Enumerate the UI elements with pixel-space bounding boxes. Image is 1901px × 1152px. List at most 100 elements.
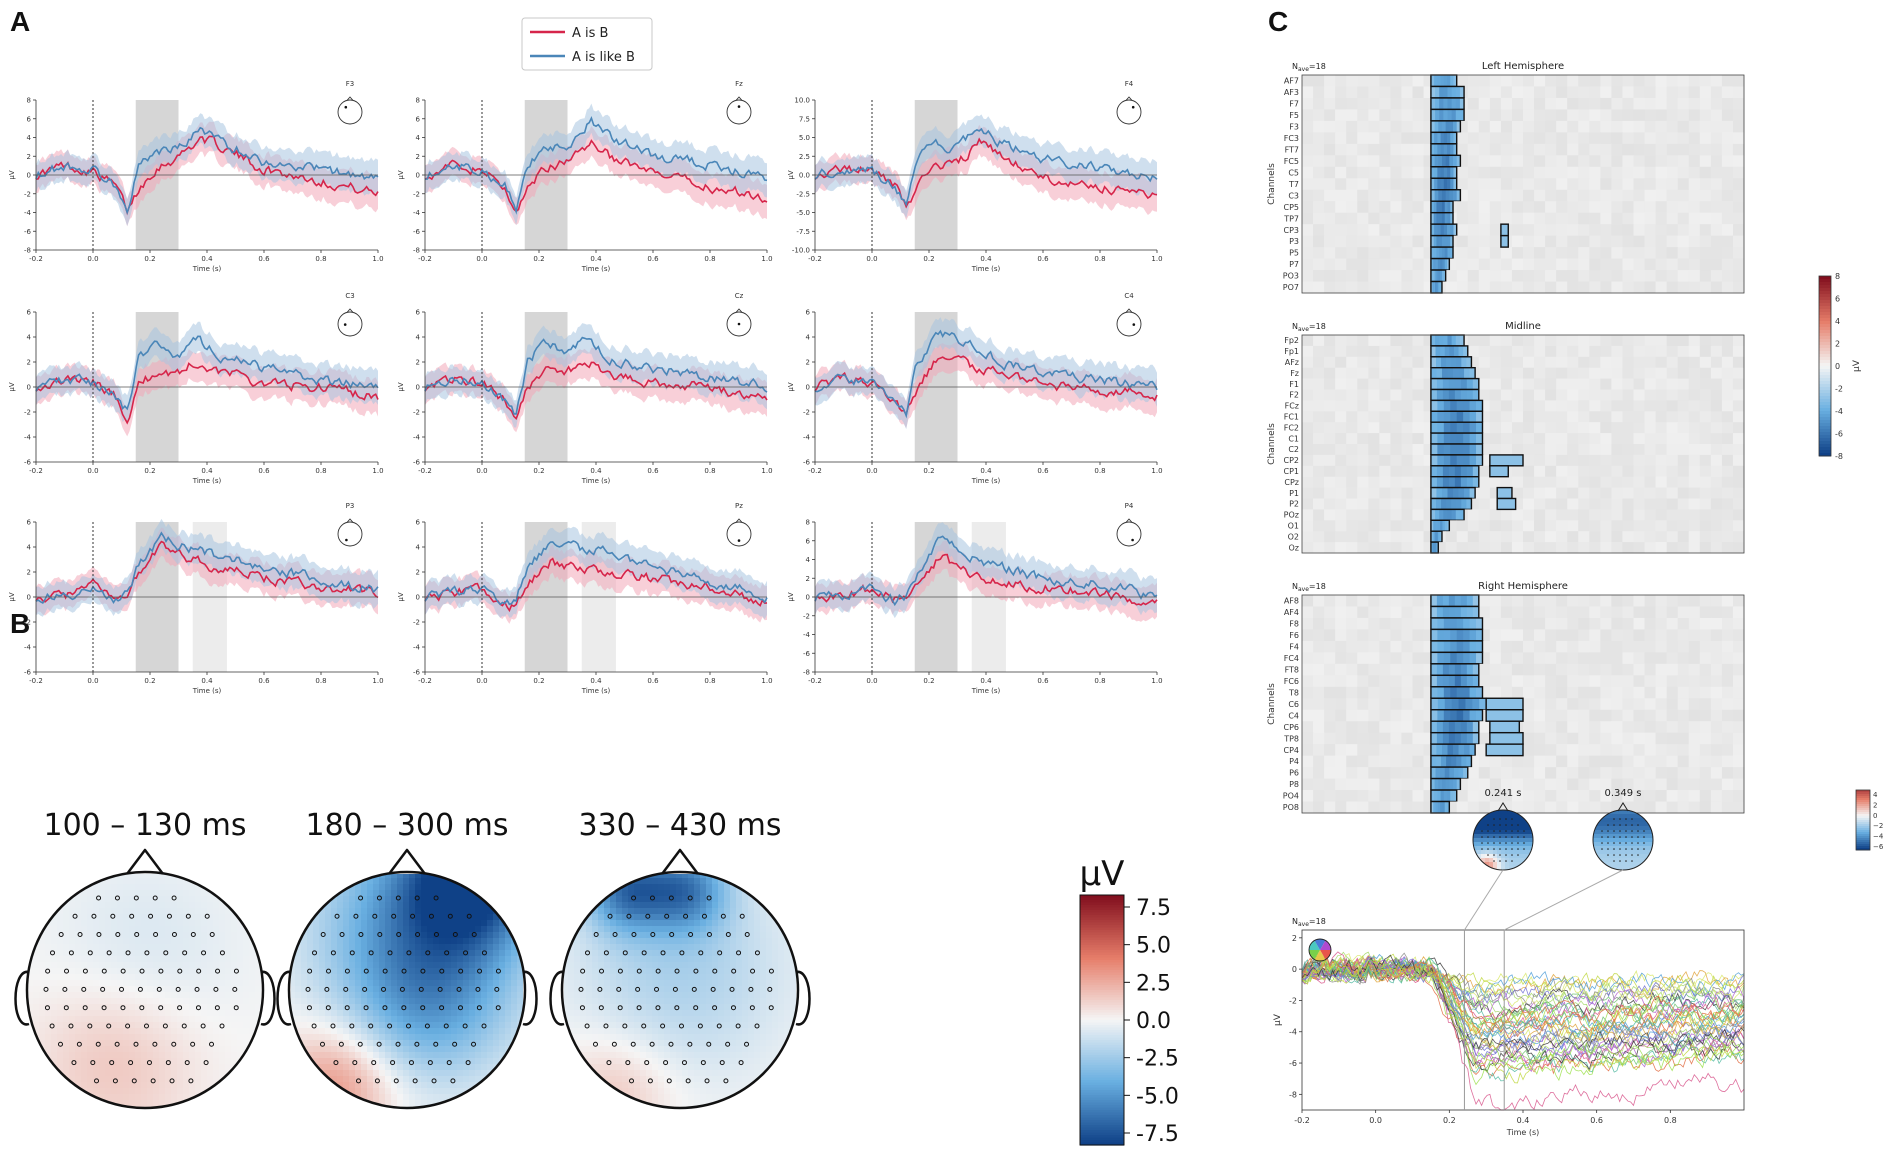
topomap-cell bbox=[87, 998, 94, 1005]
topomap-cell bbox=[171, 1040, 178, 1047]
topomap-cell bbox=[457, 944, 464, 951]
topomap-cell bbox=[99, 914, 106, 921]
topomap-cell bbox=[243, 914, 250, 921]
topomap-cell bbox=[694, 908, 701, 915]
topomap-cell bbox=[628, 1034, 635, 1041]
topomap-cell bbox=[658, 932, 665, 939]
topomap-cell bbox=[634, 1010, 641, 1017]
topomap-cell bbox=[445, 926, 452, 933]
topomap-cell bbox=[307, 890, 314, 897]
topomap-cell bbox=[201, 1022, 208, 1029]
topomap-1: 100 – 130 ms bbox=[14, 808, 276, 1110]
topomap-cell bbox=[664, 944, 671, 951]
topomap-cell bbox=[373, 1016, 380, 1023]
topomap-cell bbox=[225, 908, 232, 915]
topomap-cell bbox=[487, 872, 494, 879]
topomap-cell bbox=[586, 998, 593, 1005]
topomap-cell bbox=[658, 992, 665, 999]
topomap-cell bbox=[195, 998, 202, 1005]
topomap-cell bbox=[111, 974, 118, 981]
topomap-cell bbox=[213, 1022, 220, 1029]
topomap-cell bbox=[487, 962, 494, 969]
topomap-cell bbox=[724, 938, 731, 945]
topomap-cell bbox=[295, 968, 302, 975]
topomap-cell bbox=[610, 1028, 617, 1035]
topomap-cell bbox=[87, 1004, 94, 1011]
topomap-cell bbox=[772, 986, 779, 993]
topomap-cell bbox=[349, 956, 356, 963]
topomap-cell bbox=[117, 1052, 124, 1059]
head-outline-icon bbox=[337, 521, 363, 547]
topomap-cell bbox=[469, 1094, 476, 1101]
topomap-cell bbox=[409, 1040, 416, 1047]
topomap-cell bbox=[628, 1004, 635, 1011]
topomap-cell bbox=[33, 1106, 40, 1108]
topomap-cell bbox=[33, 920, 40, 927]
topomap-cell bbox=[141, 1082, 148, 1089]
topomap-cell bbox=[367, 914, 374, 921]
topomap-cell bbox=[237, 932, 244, 939]
topomap-cell bbox=[403, 908, 410, 915]
topomap-cell bbox=[337, 920, 344, 927]
x-tick-label: 1.0 bbox=[372, 677, 383, 685]
topomap-cell bbox=[646, 974, 653, 981]
topomap-cell bbox=[682, 878, 689, 885]
topomap-cell bbox=[517, 1004, 524, 1011]
topomap-cell bbox=[682, 968, 689, 975]
topomap-cell bbox=[45, 926, 52, 933]
topomap-cell bbox=[688, 890, 695, 897]
topomap-cell bbox=[421, 926, 428, 933]
topomap-cell bbox=[183, 920, 190, 927]
topomap-cell bbox=[682, 1028, 689, 1035]
topomap-cell bbox=[183, 1052, 190, 1059]
topomap-cell bbox=[189, 1040, 196, 1047]
topomap-cell bbox=[349, 1004, 356, 1011]
topomap-cell bbox=[562, 992, 569, 999]
topomap-cell bbox=[249, 944, 256, 951]
electrode-marker bbox=[396, 932, 402, 938]
electrode-marker bbox=[363, 1005, 369, 1011]
topomap-cell bbox=[427, 968, 434, 975]
y-tick-label: 2 bbox=[416, 569, 420, 577]
topomap-cell bbox=[219, 914, 226, 921]
topomap-cell bbox=[255, 920, 262, 927]
topomap-cell bbox=[213, 1040, 220, 1047]
topomap-cell bbox=[219, 1022, 226, 1029]
topomap-cell bbox=[33, 1082, 40, 1089]
topomap-cell bbox=[385, 1070, 392, 1077]
topomap-cell bbox=[439, 998, 446, 1005]
topomap-cell bbox=[670, 914, 677, 921]
topomap-cell bbox=[255, 962, 262, 969]
topomap-cell bbox=[628, 962, 635, 969]
topomap-cell bbox=[379, 1022, 386, 1029]
topomap-cell bbox=[201, 878, 208, 885]
topomap-cell bbox=[51, 944, 58, 951]
topomap-cell bbox=[319, 992, 326, 999]
electrode-marker bbox=[158, 1005, 164, 1011]
topomap-cell bbox=[201, 1016, 208, 1023]
topomap-cell bbox=[171, 908, 178, 915]
topomap-cell bbox=[487, 1028, 494, 1035]
topomap-cell bbox=[475, 908, 482, 915]
topomap-cell bbox=[225, 1058, 232, 1065]
topomap-cell bbox=[397, 872, 404, 879]
topomap-cell bbox=[147, 1100, 154, 1107]
topomap-cell bbox=[301, 980, 308, 987]
topomap-cell bbox=[427, 920, 434, 927]
topomap-cell bbox=[219, 992, 226, 999]
head-nose-icon bbox=[1125, 96, 1133, 101]
topomap-cell bbox=[87, 1076, 94, 1083]
topomap-cell bbox=[772, 872, 779, 879]
topomap-cell bbox=[700, 1010, 707, 1017]
topomap-cell bbox=[694, 920, 701, 927]
topomap-cell bbox=[778, 890, 785, 897]
topomap-cell bbox=[586, 968, 593, 975]
topomap-cell bbox=[325, 944, 332, 951]
topomap-cell bbox=[688, 1034, 695, 1041]
topomap-cell bbox=[385, 1052, 392, 1059]
topomap-cell bbox=[243, 1022, 250, 1029]
topomap-cell bbox=[51, 1028, 58, 1035]
topomap-cell bbox=[415, 1100, 422, 1107]
topomap-cell bbox=[688, 938, 695, 945]
topomap-cell bbox=[568, 878, 575, 885]
